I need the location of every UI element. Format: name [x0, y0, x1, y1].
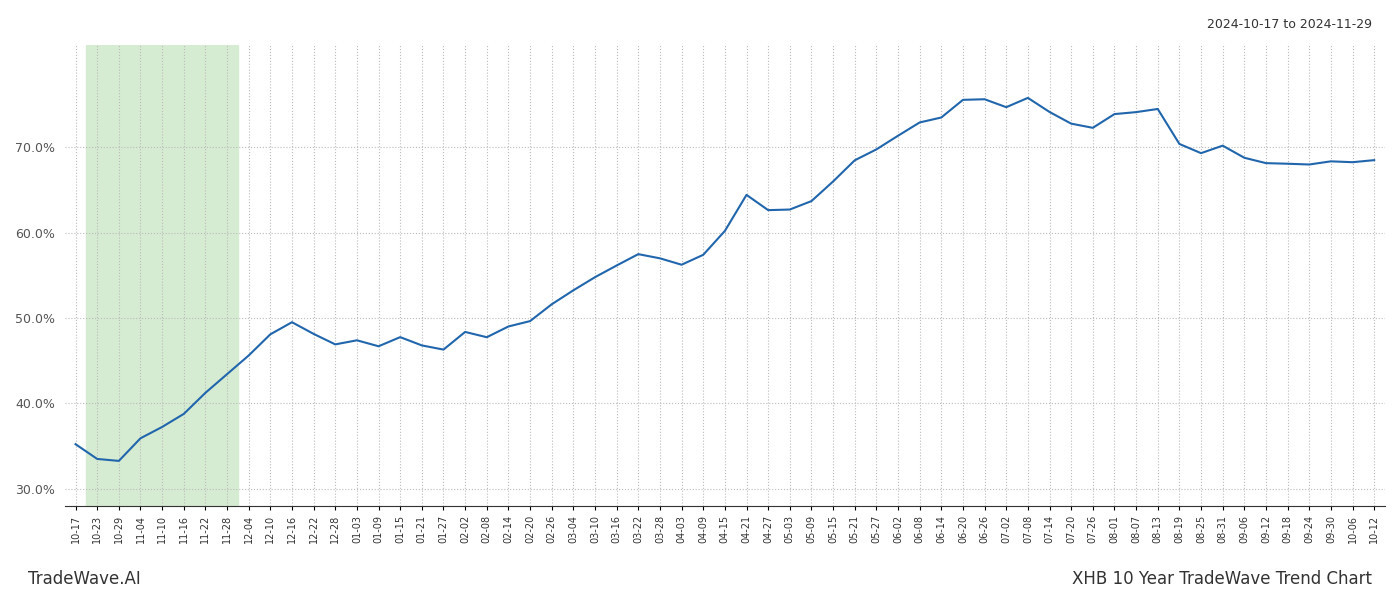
Bar	[87, 45, 238, 506]
Text: XHB 10 Year TradeWave Trend Chart: XHB 10 Year TradeWave Trend Chart	[1072, 570, 1372, 588]
Text: TradeWave.AI: TradeWave.AI	[28, 570, 141, 588]
Text: 2024-10-17 to 2024-11-29: 2024-10-17 to 2024-11-29	[1207, 18, 1372, 31]
